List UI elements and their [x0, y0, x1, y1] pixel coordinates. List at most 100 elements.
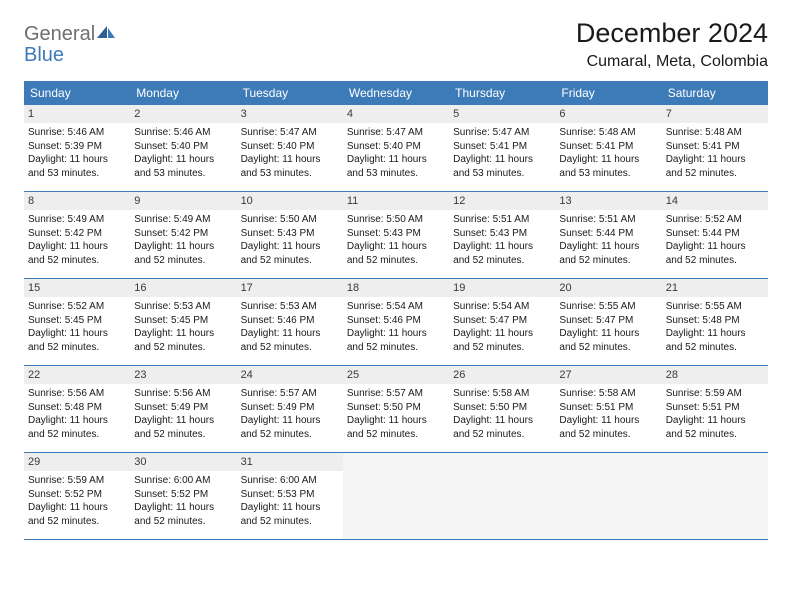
- day-info: Sunrise: 5:51 AMSunset: 5:44 PMDaylight:…: [559, 213, 657, 267]
- info-line: Sunrise: 5:58 AM: [453, 387, 551, 401]
- info-line: Daylight: 11 hours: [241, 240, 339, 254]
- day-header: Friday: [555, 81, 661, 105]
- info-line: Daylight: 11 hours: [28, 240, 126, 254]
- day-info: Sunrise: 5:54 AMSunset: 5:47 PMDaylight:…: [453, 300, 551, 354]
- info-line: Daylight: 11 hours: [453, 414, 551, 428]
- day-cell: 24Sunrise: 5:57 AMSunset: 5:49 PMDayligh…: [237, 366, 343, 452]
- info-line: Sunrise: 5:47 AM: [347, 126, 445, 140]
- info-line: Daylight: 11 hours: [559, 240, 657, 254]
- info-line: Sunrise: 5:53 AM: [134, 300, 232, 314]
- info-line: and 52 minutes.: [666, 428, 764, 442]
- info-line: Sunrise: 5:56 AM: [28, 387, 126, 401]
- info-line: and 52 minutes.: [453, 428, 551, 442]
- info-line: and 52 minutes.: [347, 254, 445, 268]
- day-cell: 16 Sunrise: 5:53 AMSunset: 5:45 PMDayligh…: [130, 279, 236, 365]
- info-line: Sunset: 5:42 PM: [134, 227, 232, 241]
- day-info: Sunrise: 5:56 AMSunset: 5:48 PMDaylight:…: [28, 387, 126, 441]
- info-line: Sunrise: 5:48 AM: [666, 126, 764, 140]
- info-line: Sunset: 5:53 PM: [241, 488, 339, 502]
- date-number: 8: [24, 192, 130, 210]
- day-cell: 4 Sunrise: 5:47 AMSunset: 5:40 PMDaylight…: [343, 105, 449, 191]
- logo: General Blue: [24, 18, 117, 66]
- date-number: 11: [343, 192, 449, 210]
- info-line: Daylight: 11 hours: [453, 240, 551, 254]
- week-row: 15Sunrise: 5:52 AMSunset: 5:45 PMDayligh…: [24, 279, 768, 366]
- info-line: Sunrise: 5:56 AM: [134, 387, 232, 401]
- day-headers-row: SundayMondayTuesdayWednesdayThursdayFrid…: [24, 81, 768, 105]
- date-number: 13: [555, 192, 661, 210]
- day-info: Sunrise: 5:50 AMSunset: 5:43 PMDaylight:…: [241, 213, 339, 267]
- day-info: Sunrise: 5:52 AMSunset: 5:44 PMDaylight:…: [666, 213, 764, 267]
- date-number: 31: [237, 453, 343, 471]
- info-line: Sunset: 5:41 PM: [559, 140, 657, 154]
- info-line: Sunset: 5:41 PM: [453, 140, 551, 154]
- date-number: 4: [343, 105, 449, 123]
- day-info: Sunrise: 5:57 AMSunset: 5:49 PMDaylight:…: [241, 387, 339, 441]
- date-number: 7: [662, 105, 768, 123]
- day-info: Sunrise: 5:53 AMSunset: 5:45 PMDaylight:…: [134, 300, 232, 354]
- info-line: Sunset: 5:40 PM: [241, 140, 339, 154]
- day-info: Sunrise: 5:58 AMSunset: 5:51 PMDaylight:…: [559, 387, 657, 441]
- day-cell: 2Sunrise: 5:46 AMSunset: 5:40 PMDaylight…: [130, 105, 236, 191]
- date-number: 1: [24, 105, 130, 123]
- day-cell: 18Sunrise: 5:54 AMSunset: 5:46 PMDayligh…: [343, 279, 449, 365]
- week-row: 1Sunrise: 5:46 AMSunset: 5:39 PMDaylight…: [24, 105, 768, 192]
- day-info: Sunrise: 5:59 AMSunset: 5:52 PMDaylight:…: [28, 474, 126, 528]
- day-info: Sunrise: 6:00 AMSunset: 5:52 PMDaylight:…: [134, 474, 232, 528]
- info-line: Sunset: 5:43 PM: [347, 227, 445, 241]
- date-number: 5: [449, 105, 555, 123]
- info-line: Sunset: 5:45 PM: [28, 314, 126, 328]
- info-line: Daylight: 11 hours: [134, 240, 232, 254]
- info-line: and 52 minutes.: [28, 515, 126, 529]
- day-cell: 23Sunrise: 5:56 AMSunset: 5:49 PMDayligh…: [130, 366, 236, 452]
- info-line: Sunrise: 5:53 AM: [241, 300, 339, 314]
- title-block: December 2024 Cumaral, Meta, Colombia: [576, 18, 768, 71]
- day-info: Sunrise: 5:47 AMSunset: 5:40 PMDaylight:…: [347, 126, 445, 180]
- info-line: Sunset: 5:46 PM: [241, 314, 339, 328]
- info-line: Sunrise: 5:54 AM: [453, 300, 551, 314]
- month-title: December 2024: [576, 18, 768, 49]
- day-info: Sunrise: 5:55 AMSunset: 5:48 PMDaylight:…: [666, 300, 764, 354]
- info-line: Daylight: 11 hours: [134, 327, 232, 341]
- day-cell: 30Sunrise: 6:00 AMSunset: 5:52 PMDayligh…: [130, 453, 236, 539]
- info-line: Sunrise: 5:48 AM: [559, 126, 657, 140]
- day-info: Sunrise: 5:47 AMSunset: 5:40 PMDaylight:…: [241, 126, 339, 180]
- info-line: Sunset: 5:49 PM: [241, 401, 339, 415]
- info-line: Daylight: 11 hours: [241, 501, 339, 515]
- info-line: and 52 minutes.: [241, 428, 339, 442]
- info-line: and 52 minutes.: [666, 341, 764, 355]
- date-number: 6: [555, 105, 661, 123]
- info-line: Sunset: 5:42 PM: [28, 227, 126, 241]
- day-header: Wednesday: [343, 81, 449, 105]
- day-cell: 10Sunrise: 5:50 AMSunset: 5:43 PMDayligh…: [237, 192, 343, 278]
- logo-word-1: General: [24, 23, 95, 45]
- info-line: Daylight: 11 hours: [666, 153, 764, 167]
- day-cell: 8 Sunrise: 5:49 AMSunset: 5:42 PMDaylight…: [24, 192, 130, 278]
- day-cell: 5Sunrise: 5:47 AMSunset: 5:41 PMDaylight…: [449, 105, 555, 191]
- day-cell: 27Sunrise: 5:58 AMSunset: 5:51 PMDayligh…: [555, 366, 661, 452]
- date-number: 28: [662, 366, 768, 384]
- logo-word-2: Blue: [24, 45, 117, 66]
- info-line: and 52 minutes.: [666, 167, 764, 181]
- info-line: Sunset: 5:50 PM: [347, 401, 445, 415]
- header: General Blue December 2024 Cumaral, Meta…: [24, 18, 768, 71]
- info-line: and 52 minutes.: [666, 254, 764, 268]
- info-line: and 53 minutes.: [28, 167, 126, 181]
- info-line: and 52 minutes.: [28, 254, 126, 268]
- day-cell: 11Sunrise: 5:50 AMSunset: 5:43 PMDayligh…: [343, 192, 449, 278]
- day-cell: 28 Sunrise: 5:59 AMSunset: 5:51 PMDayligh…: [662, 366, 768, 452]
- day-info: Sunrise: 5:59 AMSunset: 5:51 PMDaylight:…: [666, 387, 764, 441]
- day-cell: 12Sunrise: 5:51 AMSunset: 5:43 PMDayligh…: [449, 192, 555, 278]
- info-line: and 52 minutes.: [559, 341, 657, 355]
- info-line: Sunset: 5:44 PM: [559, 227, 657, 241]
- info-line: Daylight: 11 hours: [28, 501, 126, 515]
- week-row: 29Sunrise: 5:59 AMSunset: 5:52 PMDayligh…: [24, 453, 768, 540]
- date-number: 16: [130, 279, 236, 297]
- info-line: and 53 minutes.: [453, 167, 551, 181]
- info-line: Sunrise: 5:49 AM: [28, 213, 126, 227]
- day-header: Saturday: [662, 81, 768, 105]
- empty-cell: [343, 453, 449, 539]
- info-line: Daylight: 11 hours: [241, 153, 339, 167]
- info-line: Daylight: 11 hours: [134, 501, 232, 515]
- date-number: 21: [662, 279, 768, 297]
